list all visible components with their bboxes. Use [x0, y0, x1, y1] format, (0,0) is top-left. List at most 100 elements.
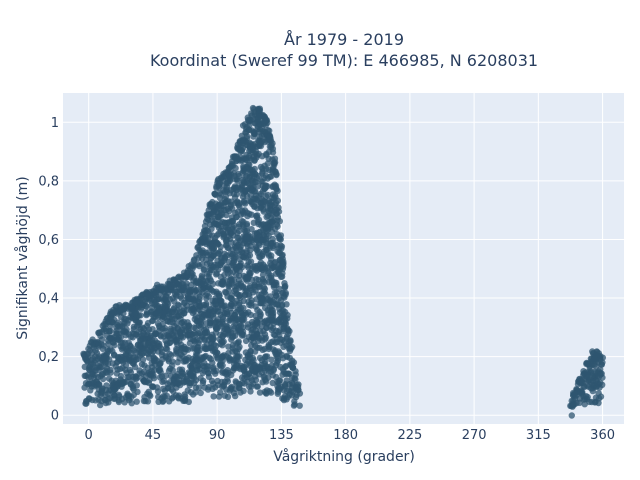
data-point: [591, 355, 599, 362]
y-axis-label: Signifikant våghöjd (m): [14, 176, 31, 339]
data-point: [243, 222, 250, 229]
data-point: [220, 338, 227, 345]
data-point: [185, 398, 192, 406]
data-point: [175, 302, 183, 309]
data-point: [228, 371, 235, 379]
data-point: [224, 393, 232, 400]
data-point: [264, 191, 271, 199]
data-point: [144, 398, 152, 405]
data-point: [286, 327, 293, 335]
y-tick-label: 0,6: [38, 233, 59, 248]
data-point: [276, 218, 283, 225]
data-point: [98, 336, 106, 343]
data-point: [150, 375, 158, 382]
data-point: [87, 387, 94, 394]
data-point: [201, 227, 209, 235]
data-point: [234, 358, 241, 365]
data-point: [268, 272, 275, 279]
data-point: [267, 389, 275, 396]
data-point: [210, 393, 217, 400]
data-point: [107, 369, 114, 376]
data-point: [155, 295, 163, 302]
data-point: [240, 387, 247, 395]
data-point: [248, 226, 255, 233]
data-point: [222, 302, 229, 309]
data-point: [232, 164, 239, 172]
data-point: [248, 297, 255, 304]
data-point: [288, 343, 296, 351]
x-tick-label: 225: [397, 428, 422, 443]
data-point: [591, 368, 598, 375]
data-point: [254, 323, 261, 330]
data-point: [205, 363, 212, 371]
data-point: [162, 372, 169, 379]
data-point: [181, 286, 188, 294]
data-point: [169, 362, 176, 369]
data-point: [281, 284, 289, 291]
data-point: [117, 372, 125, 380]
data-point: [118, 306, 125, 313]
data-point: [292, 376, 299, 383]
data-point: [99, 345, 107, 352]
y-tick-label: 0,8: [38, 174, 59, 189]
data-point: [597, 356, 604, 363]
data-point: [280, 258, 287, 265]
data-point: [256, 389, 264, 396]
data-point: [169, 367, 176, 374]
data-point: [229, 218, 236, 225]
data-point: [579, 379, 587, 386]
data-point: [271, 159, 279, 166]
data-point: [274, 187, 281, 195]
data-point: [133, 382, 140, 389]
data-point: [258, 125, 266, 132]
data-point: [199, 261, 206, 268]
y-tick-label: 0: [51, 409, 59, 424]
data-point: [131, 298, 139, 305]
data-point: [262, 334, 269, 341]
data-point: [247, 311, 254, 319]
data-point: [284, 311, 291, 319]
data-point: [156, 340, 163, 348]
data-point: [136, 319, 143, 326]
data-point: [599, 381, 606, 388]
x-tick-label: 180: [333, 428, 358, 443]
data-point: [247, 258, 255, 265]
data-point: [142, 302, 150, 310]
data-point: [210, 335, 217, 343]
data-point: [144, 290, 151, 297]
data-point: [163, 392, 171, 400]
data-point: [216, 292, 223, 299]
data-point: [235, 272, 243, 279]
data-point: [104, 360, 112, 368]
data-point: [236, 343, 243, 350]
data-point: [268, 252, 275, 259]
data-point: [244, 114, 251, 121]
data-point: [257, 142, 265, 150]
data-point: [139, 356, 147, 363]
data-point: [223, 183, 231, 191]
data-point: [584, 393, 591, 401]
data-point: [181, 393, 189, 400]
data-point: [233, 190, 241, 198]
data-point: [251, 165, 258, 173]
data-point: [97, 401, 104, 409]
x-tick-label: 135: [269, 428, 294, 443]
x-tick-label: 270: [462, 428, 487, 443]
data-point: [247, 247, 254, 254]
data-point: [230, 277, 238, 284]
x-tick-label: 45: [145, 428, 162, 443]
data-point: [235, 338, 242, 345]
data-point: [129, 304, 136, 312]
x-tick-label: 360: [590, 428, 615, 443]
data-point: [152, 356, 159, 363]
data-point: [185, 263, 192, 270]
data-point: [597, 393, 605, 400]
data-point: [133, 398, 140, 405]
data-point: [219, 362, 226, 369]
data-point: [103, 382, 110, 389]
data-point: [217, 243, 224, 251]
data-point: [283, 301, 290, 308]
data-point: [226, 176, 234, 183]
